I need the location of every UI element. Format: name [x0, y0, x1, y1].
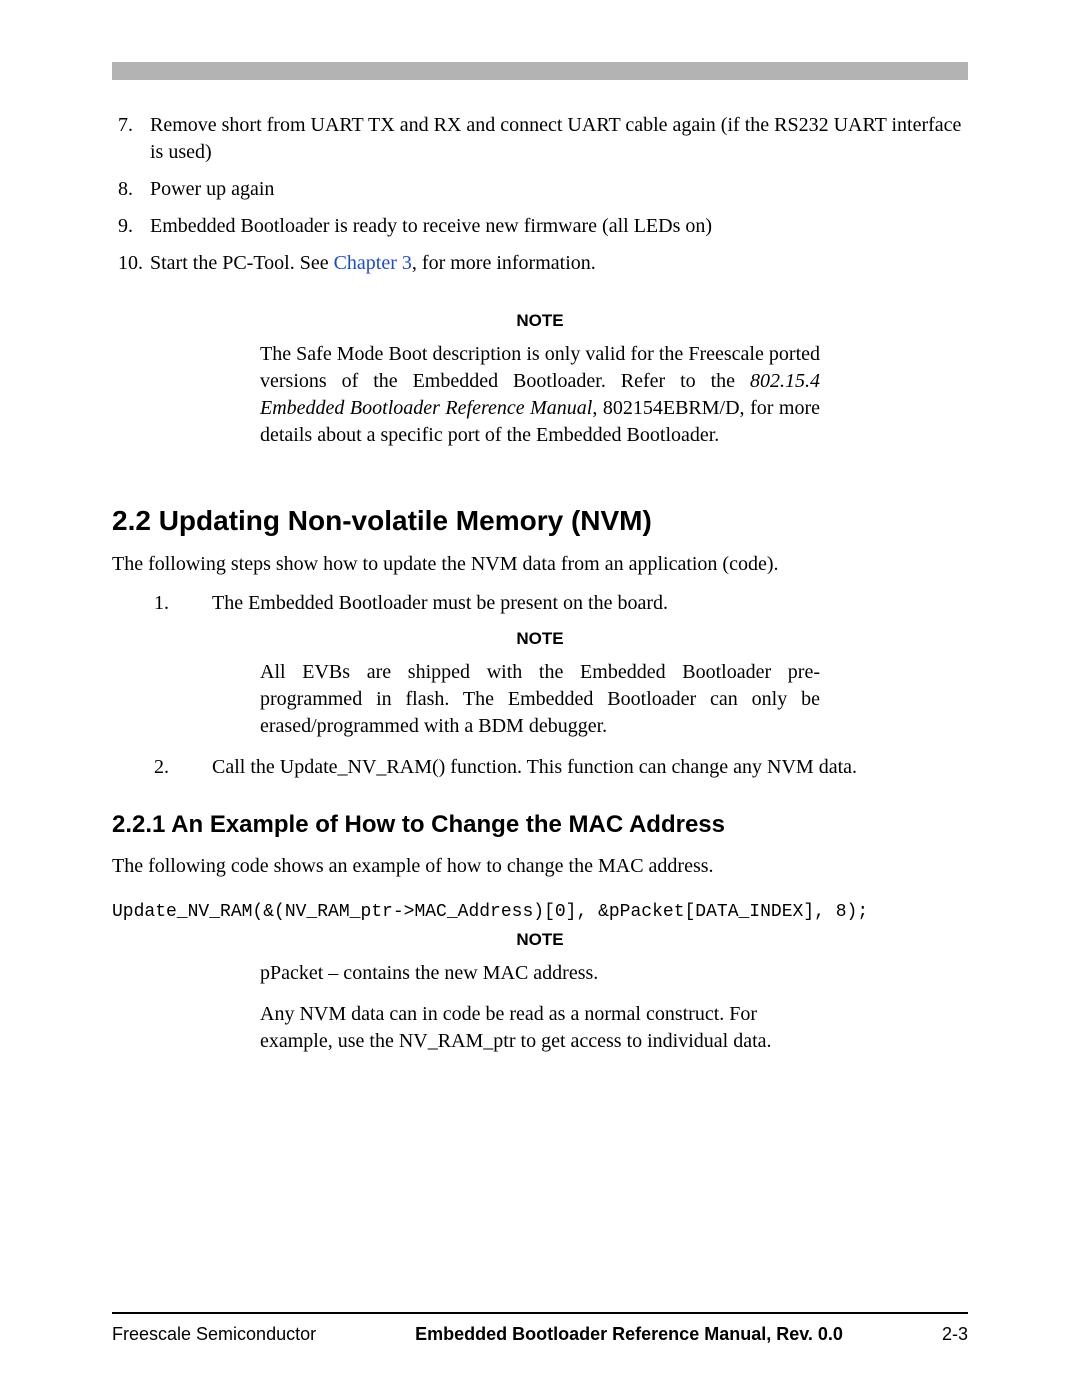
list-text: Call the Update_NV_RAM() function. This … [212, 754, 968, 781]
continued-ordered-list: 7. Remove short from UART TX and RX and … [118, 112, 968, 277]
chapter-link[interactable]: Chapter 3 [334, 252, 412, 274]
list-number: 10. [118, 250, 150, 277]
section-intro: The following steps show how to update t… [112, 551, 968, 578]
note-block: NOTE All EVBs are shipped with the Embed… [112, 629, 968, 740]
list-item: 2. Call the Update_NV_RAM() function. Th… [154, 754, 968, 781]
footer-row: Freescale Semiconductor Embedded Bootloa… [112, 1324, 968, 1345]
note-label: NOTE [112, 930, 968, 950]
section-intro: The following code shows an example of h… [112, 853, 968, 880]
header-rule [112, 62, 968, 80]
note-label: NOTE [112, 629, 968, 649]
list-text: The Embedded Bootloader must be present … [212, 590, 968, 617]
note-block: NOTE The Safe Mode Boot description is o… [112, 311, 968, 449]
note-paragraph: pPacket – contains the new MAC address. [260, 960, 820, 987]
steps-list-continued: 2. Call the Update_NV_RAM() function. Th… [154, 754, 968, 781]
page: 7. Remove short from UART TX and RX and … [0, 0, 1080, 1397]
note-prefix: The Safe Mode Boot description is only v… [260, 343, 820, 392]
note-paragraph: Any NVM data can in code be read as a no… [260, 1001, 820, 1055]
list-item: 10. Start the PC-Tool. See Chapter 3, fo… [118, 250, 968, 277]
list-text: Power up again [150, 176, 968, 203]
section-heading-2-2: 2.2 Updating Non-volatile Memory (NVM) [112, 505, 968, 537]
list-text-suffix: , for more information. [412, 252, 596, 274]
list-item: 9. Embedded Bootloader is ready to recei… [118, 213, 968, 240]
page-footer: Freescale Semiconductor Embedded Bootloa… [112, 1312, 968, 1345]
list-text: Remove short from UART TX and RX and con… [150, 112, 968, 166]
list-item: 1. The Embedded Bootloader must be prese… [154, 590, 968, 617]
list-number: 2. [154, 754, 212, 781]
list-number: 1. [154, 590, 212, 617]
note-label: NOTE [112, 311, 968, 331]
footer-center: Embedded Bootloader Reference Manual, Re… [415, 1324, 843, 1345]
note-block: NOTE pPacket – contains the new MAC addr… [112, 930, 968, 1055]
list-text-prefix: Start the PC-Tool. See [150, 252, 334, 274]
list-number: 7. [118, 112, 150, 166]
list-number: 8. [118, 176, 150, 203]
list-item: 7. Remove short from UART TX and RX and … [118, 112, 968, 166]
footer-page-number: 2-3 [942, 1324, 968, 1345]
note-body: All EVBs are shipped with the Embedded B… [260, 659, 820, 740]
steps-list: 1. The Embedded Bootloader must be prese… [154, 590, 968, 617]
section-heading-2-2-1: 2.2.1 An Example of How to Change the MA… [112, 811, 968, 839]
list-text: Start the PC-Tool. See Chapter 3, for mo… [150, 250, 968, 277]
list-text: Embedded Bootloader is ready to receive … [150, 213, 968, 240]
footer-rule [112, 1312, 968, 1314]
list-item: 8. Power up again [118, 176, 968, 203]
code-sample: Update_NV_RAM(&(NV_RAM_ptr->MAC_Address)… [112, 902, 968, 922]
note-body: pPacket – contains the new MAC address. … [260, 960, 820, 1055]
list-number: 9. [118, 213, 150, 240]
note-body: The Safe Mode Boot description is only v… [260, 341, 820, 449]
footer-left: Freescale Semiconductor [112, 1324, 316, 1345]
